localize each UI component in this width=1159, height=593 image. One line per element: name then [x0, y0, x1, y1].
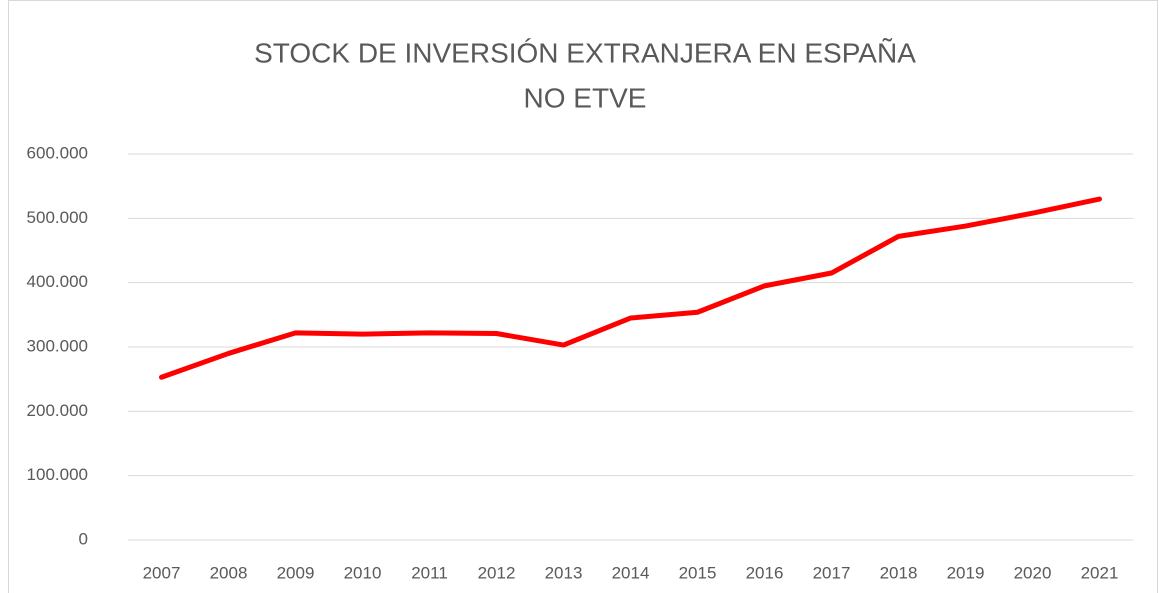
x-tick-label: 2014: [612, 563, 650, 582]
data-line: [159, 196, 1102, 380]
x-tick-label: 2010: [344, 563, 382, 582]
x-tick-label: 2018: [880, 563, 918, 582]
y-tick-label: 200.000: [27, 401, 88, 420]
x-tick-label: 2019: [947, 563, 985, 582]
y-tick-label: 600.000: [27, 143, 88, 162]
y-tick-label: 500.000: [27, 208, 88, 227]
y-tick-label: 400.000: [27, 272, 88, 291]
x-tick-label: 2011: [411, 563, 448, 582]
x-tick-label: 2015: [679, 563, 717, 582]
y-tick-label: 0: [79, 529, 88, 548]
chart-title: NO ETVE: [524, 82, 647, 113]
x-tick-label: 2008: [210, 563, 248, 582]
x-tick-label: 2016: [746, 563, 784, 582]
x-tick-label: 2007: [143, 563, 181, 582]
x-tick-label: 2009: [277, 563, 315, 582]
x-tick-label: 2020: [1014, 563, 1052, 582]
chart-frame: [8, 0, 1158, 593]
y-tick-label: 100.000: [27, 465, 88, 484]
x-tick-label: 2021: [1081, 563, 1119, 582]
chart-title: STOCK DE INVERSIÓN EXTRANJERA EN ESPAÑA: [254, 37, 916, 68]
x-tick-label: 2013: [545, 563, 583, 582]
x-tick-label: 2012: [478, 563, 516, 582]
x-tick-label: 2017: [813, 563, 851, 582]
y-tick-label: 300.000: [27, 336, 88, 355]
